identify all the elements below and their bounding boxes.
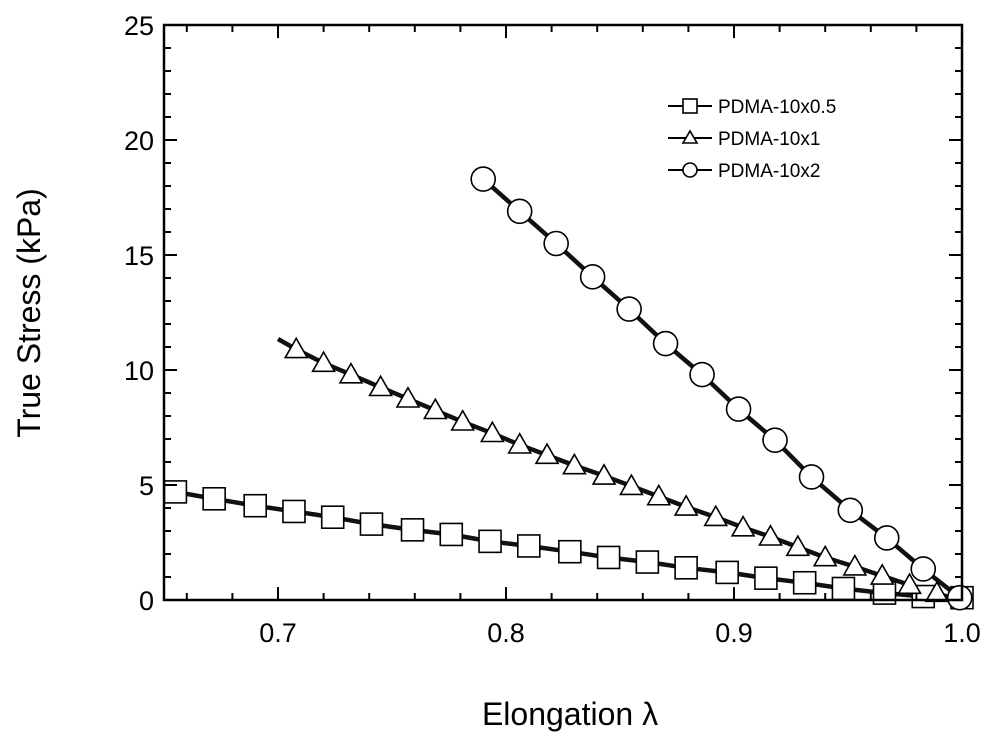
x-tick-label: 1.0 bbox=[943, 618, 981, 648]
data-point-series-1 bbox=[754, 566, 778, 590]
axis-ticks bbox=[164, 24, 963, 601]
y-tick-label: 25 bbox=[124, 11, 154, 41]
data-point-series-2 bbox=[673, 494, 699, 516]
data-point-series-1 bbox=[202, 486, 226, 511]
data-point-series-3 bbox=[689, 361, 715, 388]
data-point-series-1 bbox=[282, 499, 306, 524]
data-point-series-1 bbox=[400, 518, 425, 542]
data-point-series-3 bbox=[910, 556, 937, 582]
data-point-series-2 bbox=[479, 420, 505, 443]
data-point-series-1 bbox=[243, 493, 267, 518]
legend-marker bbox=[681, 129, 699, 144]
legend-marker bbox=[682, 98, 698, 114]
data-point-series-2 bbox=[591, 463, 617, 485]
x-axis-title: Elongation λ bbox=[482, 696, 658, 732]
data-point-series-3 bbox=[652, 330, 679, 357]
x-tick-label: 0.8 bbox=[487, 618, 525, 648]
data-point-series-2 bbox=[897, 572, 922, 595]
data-point-series-2 bbox=[785, 534, 811, 557]
data-point-series-2 bbox=[646, 483, 672, 506]
y-tick-label: 10 bbox=[124, 356, 154, 386]
data-point-series-2 bbox=[924, 580, 950, 603]
data-point-series-2 bbox=[311, 350, 336, 373]
data-point-series-3 bbox=[873, 525, 900, 551]
data-point-series-2 bbox=[368, 374, 393, 397]
data-point-series-2 bbox=[283, 336, 309, 359]
data-point-series-1 bbox=[558, 539, 582, 564]
data-point-series-1 bbox=[635, 550, 660, 574]
legend: PDMA-10x0.5 PDMA-10x1 PDMA-10x2 bbox=[668, 97, 836, 182]
y-tick-label: 20 bbox=[124, 126, 154, 156]
data-point-series-3 bbox=[506, 198, 533, 225]
data-point-series-3 bbox=[579, 264, 606, 290]
data-point-series-2 bbox=[619, 473, 644, 496]
data-point-series-2 bbox=[422, 397, 448, 420]
data-point-series-2 bbox=[534, 442, 560, 465]
data-point-series-1 bbox=[715, 560, 739, 585]
plot-area-frame bbox=[162, 23, 964, 602]
data-point-series-2 bbox=[507, 432, 533, 454]
data-point-series-2 bbox=[450, 409, 476, 431]
legend-item: PDMA-10x2 bbox=[668, 161, 820, 182]
y-axis-title: True Stress (kPa) bbox=[11, 188, 47, 438]
data-point-series-3 bbox=[798, 464, 825, 490]
legend-label: PDMA-10x1 bbox=[718, 129, 820, 150]
data-point-series-2 bbox=[842, 554, 868, 576]
data-point-series-3 bbox=[543, 230, 569, 257]
data-point-series-1 bbox=[674, 555, 698, 580]
data-point-series-3 bbox=[837, 497, 864, 524]
legend-label: PDMA-10x2 bbox=[718, 161, 820, 182]
x-tick-label: 0.9 bbox=[715, 618, 753, 648]
legend-label: PDMA-10x0.5 bbox=[718, 97, 836, 118]
y-tick-label: 5 bbox=[139, 471, 154, 501]
data-point-series-1 bbox=[439, 522, 464, 547]
data-point-series-1 bbox=[831, 576, 856, 601]
data-point-series-2 bbox=[758, 524, 783, 546]
data-point-series-2 bbox=[812, 544, 838, 567]
data-point-series-3 bbox=[946, 584, 973, 611]
data-point-series-1 bbox=[596, 545, 621, 570]
data-point-series-2 bbox=[703, 504, 729, 527]
data-point-series-3 bbox=[725, 396, 752, 422]
data-point-series-1 bbox=[359, 512, 384, 536]
data-point-series-2 bbox=[395, 386, 421, 408]
data-markers bbox=[163, 166, 974, 611]
data-point-series-2 bbox=[562, 452, 587, 475]
data-point-series-3 bbox=[470, 166, 497, 192]
data-point-series-1 bbox=[478, 529, 502, 554]
legend-item: PDMA-10x1 bbox=[668, 129, 820, 150]
data-point-series-1 bbox=[516, 534, 541, 558]
data-point-series-2 bbox=[338, 361, 364, 384]
legend-marker bbox=[682, 162, 698, 178]
data-point-series-1 bbox=[320, 505, 345, 530]
x-tick-label: 0.7 bbox=[259, 618, 297, 648]
legend-item: PDMA-10x0.5 bbox=[668, 97, 836, 118]
data-point-series-2 bbox=[869, 563, 895, 585]
y-tick-label: 15 bbox=[124, 241, 154, 271]
data-point-series-3 bbox=[762, 427, 788, 453]
data-point-series-3 bbox=[616, 296, 642, 322]
axis-tick-labels: 0.7 0.8 0.9 1.0 0 5 10 15 20 25 bbox=[124, 11, 981, 648]
data-point-series-2 bbox=[730, 514, 756, 537]
data-point-series-1 bbox=[792, 570, 817, 595]
y-tick-label: 0 bbox=[139, 586, 154, 616]
